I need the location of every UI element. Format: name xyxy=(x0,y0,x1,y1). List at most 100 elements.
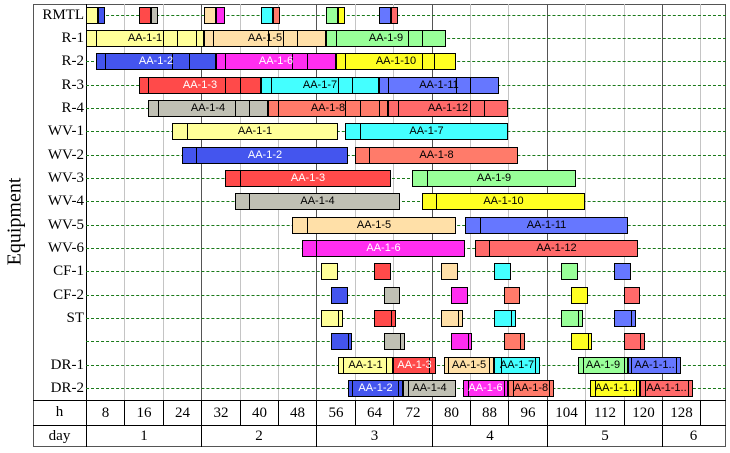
task-label: AA-1-1.. xyxy=(634,359,675,371)
bar-segment-divider xyxy=(434,54,435,69)
task-bar[interactable] xyxy=(379,7,391,24)
task-bar[interactable] xyxy=(614,263,631,280)
task-bar[interactable]: AA-1-8 xyxy=(268,100,388,117)
task-bar[interactable] xyxy=(216,7,225,24)
bar-segment-divider xyxy=(398,381,399,396)
bar-segment-divider xyxy=(470,78,471,93)
task-bar[interactable] xyxy=(331,287,348,304)
task-bar[interactable]: AA-1-3 xyxy=(139,77,261,94)
bar-segment-divider xyxy=(105,54,106,69)
task-bar[interactable] xyxy=(321,310,343,327)
task-bar[interactable]: AA-1-3 xyxy=(393,357,436,374)
bar-segment-divider xyxy=(549,381,550,396)
task-bar[interactable] xyxy=(374,263,391,280)
task-bar[interactable] xyxy=(384,287,400,304)
row-dashed-line xyxy=(86,178,726,179)
task-bar[interactable]: AA-1-7 xyxy=(261,77,379,94)
task-bar[interactable] xyxy=(86,7,98,24)
task-bar[interactable] xyxy=(151,7,158,24)
task-bar[interactable]: AA-1-5 xyxy=(444,357,494,374)
task-bar[interactable]: AA-1-5 xyxy=(204,30,326,47)
task-bar[interactable]: AA-1-7 xyxy=(345,123,508,140)
task-bar[interactable] xyxy=(139,7,151,24)
task-bar[interactable]: AA-1-2 xyxy=(182,147,348,164)
task-bar[interactable] xyxy=(504,287,520,304)
row-label: R-3 xyxy=(61,77,85,93)
task-bar[interactable]: AA-1-2 xyxy=(96,53,216,70)
task-bar[interactable] xyxy=(384,333,405,350)
task-bar[interactable]: AA-1-11 xyxy=(379,77,499,94)
task-bar[interactable] xyxy=(624,287,640,304)
bar-segment-divider xyxy=(225,54,226,69)
task-label: AA-1-9 xyxy=(368,32,404,44)
task-bar[interactable] xyxy=(338,7,345,24)
hour-axis-row: h 8 16 24 32 40 48 56 64 72 80 88 96 104 112 120 128 xyxy=(33,400,726,425)
day-tick-label: 4 xyxy=(432,426,547,447)
task-bar[interactable]: AA-1-8 xyxy=(355,147,518,164)
task-bar[interactable]: AA-1-2 xyxy=(348,380,403,397)
bar-segment-divider xyxy=(240,171,241,186)
task-bar[interactable] xyxy=(504,333,525,350)
task-bar[interactable] xyxy=(321,263,338,280)
bar-segment-divider xyxy=(177,31,178,46)
task-bar[interactable] xyxy=(571,287,588,304)
task-label: AA-1-5 xyxy=(451,359,487,371)
hour-tick-label: 88 xyxy=(470,401,508,425)
task-bar[interactable]: AA-1-11 xyxy=(465,217,628,234)
task-bar[interactable] xyxy=(204,7,216,24)
bar-segment-divider xyxy=(196,148,197,163)
task-bar[interactable]: AA-1-4 xyxy=(403,380,456,397)
task-bar[interactable] xyxy=(451,287,468,304)
task-bar[interactable] xyxy=(494,310,516,327)
bar-segment-divider xyxy=(369,148,370,163)
task-bar[interactable]: AA-1-4 xyxy=(235,193,400,210)
task-bar[interactable]: AA-1-1.. xyxy=(590,380,640,397)
task-bar[interactable]: AA-1-9 xyxy=(326,30,446,47)
task-bar[interactable] xyxy=(331,333,352,350)
task-bar[interactable] xyxy=(261,7,273,24)
task-bar[interactable] xyxy=(441,263,458,280)
task-bar[interactable]: AA-1-1 xyxy=(172,123,338,140)
task-bar[interactable] xyxy=(561,263,578,280)
row-dashed-line xyxy=(86,201,726,202)
task-bar[interactable] xyxy=(494,263,511,280)
task-bar[interactable] xyxy=(571,333,592,350)
bar-segment-divider xyxy=(345,54,346,69)
task-bar[interactable] xyxy=(273,7,280,24)
task-bar[interactable]: AA-1-12 xyxy=(475,240,638,257)
task-bar[interactable]: AA-1-1.. xyxy=(640,380,693,397)
task-label: AA-1-1 xyxy=(348,359,383,371)
hour-tick-label: 72 xyxy=(393,401,432,425)
task-bar[interactable]: AA-1-1 xyxy=(86,30,204,47)
bar-segment-divider xyxy=(640,334,641,349)
task-bar[interactable]: AA-1-9 xyxy=(578,357,628,374)
task-bar[interactable] xyxy=(441,310,463,327)
task-bar[interactable]: AA-1-6 xyxy=(302,240,465,257)
task-bar[interactable]: AA-1-9 xyxy=(412,170,576,187)
task-bar[interactable] xyxy=(391,7,398,24)
bar-segment-divider xyxy=(501,358,502,373)
task-bar[interactable] xyxy=(98,7,105,24)
task-bar[interactable]: AA-1-10 xyxy=(422,193,585,210)
task-bar[interactable] xyxy=(624,333,645,350)
bar-segment-divider xyxy=(148,78,149,93)
task-bar[interactable] xyxy=(374,310,396,327)
task-bar[interactable]: AA-1-12 xyxy=(388,100,508,117)
task-bar[interactable]: AA-1-5 xyxy=(292,217,456,234)
task-bar[interactable]: AA-1-10 xyxy=(336,53,456,70)
task-bar[interactable]: AA-1-8 xyxy=(508,380,554,397)
task-bar[interactable] xyxy=(614,310,636,327)
task-bar[interactable]: AA-1-6 xyxy=(216,53,336,70)
bar-segment-divider xyxy=(307,54,308,69)
task-bar[interactable]: AA-1-3 xyxy=(225,170,391,187)
task-bar[interactable]: AA-1-7 xyxy=(494,357,540,374)
task-bar[interactable]: AA-1-1.. xyxy=(628,357,681,374)
task-bar[interactable]: AA-1-6 xyxy=(463,380,508,397)
task-bar[interactable] xyxy=(326,7,338,24)
task-bar[interactable]: AA-1-1 xyxy=(338,357,393,374)
bar-segment-divider xyxy=(583,358,584,373)
task-bar[interactable] xyxy=(451,333,472,350)
task-bar[interactable]: AA-1-4 xyxy=(148,100,268,117)
task-bar[interactable] xyxy=(561,310,583,327)
row-dashed-line xyxy=(86,271,726,272)
